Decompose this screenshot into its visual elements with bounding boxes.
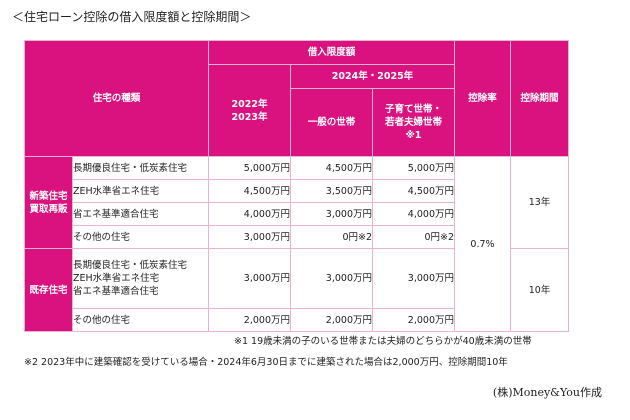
table-row: 新築住宅 買取再販 長期優良住宅・低炭素住宅 5,000万円 4,500万円 5… — [24, 156, 569, 332]
page-title: ＜住宅ローン控除の借入限度額と控除期間＞ — [12, 10, 252, 24]
loan-limit-table: 住宅の種類 借入限度額 控除率 控除期間 2022年 2023年 2024年・2… — [24, 40, 569, 332]
limit-general-cell: 3,500万円 — [290, 179, 373, 203]
limit-general-cell: 3,000万円 — [290, 202, 373, 226]
limit-general-cell: 4,500万円 — [290, 156, 373, 180]
limit-2022-cell: 4,000万円 — [208, 202, 291, 226]
header-2022-2023: 2022年 2023年 — [208, 64, 291, 157]
existing-type-line: 省エネ基準適合住宅 — [73, 286, 159, 297]
limit-2022-cell: 5,000万円 — [208, 156, 291, 180]
deduction-rate-cell: 0.7% — [454, 156, 511, 332]
table-row: その他の住宅 3,000万円 0円※2 0円※2 — [25, 225, 569, 249]
footnote-1: ※1 19歳未満の子のいる世帯または夫婦のどちらかが40歳未満の世帯 — [234, 336, 532, 347]
category-new-housing: 新築住宅 買取再販 — [24, 156, 73, 249]
table-row: その他の住宅 2,000万円 2,000万円 2,000万円 — [25, 308, 569, 332]
header-2024-2025: 2024年・2025年 — [290, 64, 455, 89]
limit-family-cell: 3,000万円 — [372, 248, 455, 309]
period-new-cell: 13年 — [510, 156, 569, 249]
credit-text: (株)Money&You作成 — [492, 386, 602, 399]
header-loan-limit: 借入限度額 — [208, 40, 455, 65]
footnote-2: ※2 2023年中に建築確認を受けている場合・2024年6月30日までに建築され… — [24, 357, 508, 368]
existing-type-line: 長期優良住宅・低炭素住宅 — [73, 260, 188, 271]
limit-family-cell: 5,000万円 — [372, 156, 455, 180]
limit-2022-cell: 2,000万円 — [208, 308, 291, 332]
header-year-2023: 2023年 — [231, 111, 268, 123]
house-type-cell: その他の住宅 — [72, 225, 209, 249]
house-type-cell: その他の住宅 — [72, 308, 209, 332]
house-type-cell: 長期優良住宅・低炭素住宅 ZEH水準省エネ住宅 省エネ基準適合住宅 — [72, 248, 209, 309]
limit-general-cell: 3,000万円 — [290, 248, 373, 309]
header-family-household: 子育て世帯・ 若者夫婦世帯 ※1 — [372, 88, 455, 157]
limit-general-cell: 2,000万円 — [290, 308, 373, 332]
header-rate: 控除率 — [454, 40, 511, 157]
header-family-note: ※1 — [405, 130, 422, 141]
header-house-type: 住宅の種類 — [24, 40, 209, 157]
limit-general-cell: 0円※2 — [290, 225, 373, 249]
category-new-line1: 新築住宅 — [29, 190, 68, 202]
limit-family-cell: 2,000万円 — [372, 308, 455, 332]
limit-2022-cell: 3,000万円 — [208, 225, 291, 249]
category-new-line2: 買取再販 — [29, 203, 68, 215]
header-family-line1: 子育て世帯・ — [384, 104, 442, 115]
existing-type-line: ZEH水準省エネ住宅 — [73, 273, 160, 284]
limit-2022-cell: 4,500万円 — [208, 179, 291, 203]
header-family-line2: 若者夫婦世帯 — [384, 117, 442, 128]
category-existing-housing: 既存住宅 — [24, 248, 73, 332]
header-general-household: 一般の世帯 — [290, 88, 373, 157]
header-period: 控除期間 — [510, 40, 569, 157]
house-type-cell: ZEH水準省エネ住宅 — [72, 179, 209, 203]
limit-family-cell: 0円※2 — [372, 225, 455, 249]
header-year-2022: 2022年 — [231, 98, 268, 110]
table-row: ZEH水準省エネ住宅 4,500万円 3,500万円 4,500万円 — [25, 179, 569, 203]
limit-family-cell: 4,000万円 — [372, 202, 455, 226]
table-row: 省エネ基準適合住宅 4,000万円 3,000万円 4,000万円 — [25, 202, 569, 226]
limit-family-cell: 4,500万円 — [372, 179, 455, 203]
limit-2022-cell: 3,000万円 — [208, 248, 291, 309]
house-type-cell: 省エネ基準適合住宅 — [72, 202, 209, 226]
period-existing-cell: 10年 — [510, 248, 569, 332]
house-type-cell: 長期優良住宅・低炭素住宅 — [72, 156, 209, 180]
